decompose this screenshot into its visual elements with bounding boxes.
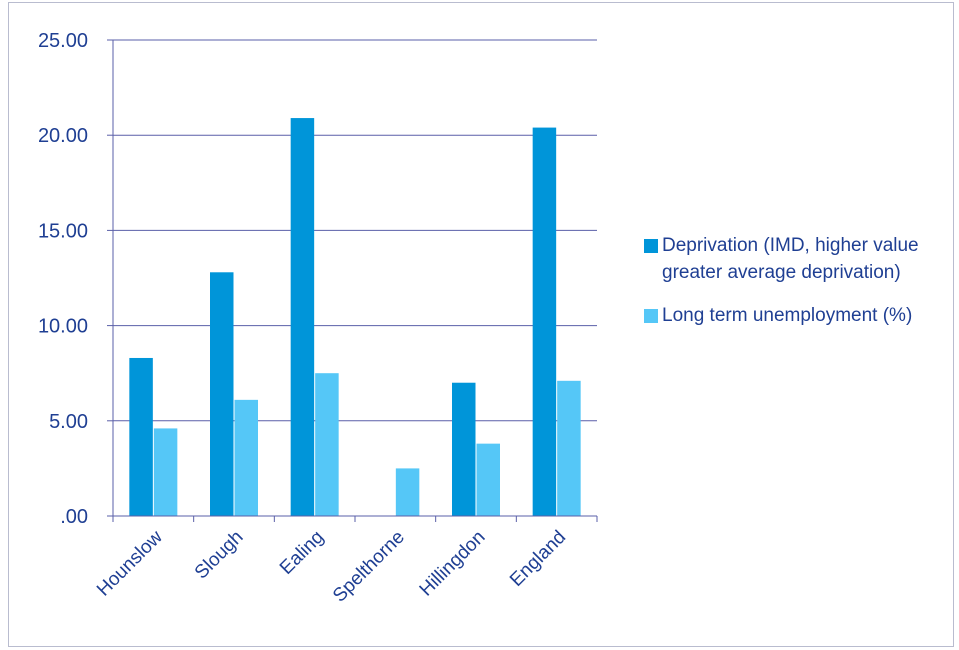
legend-label-deprivation: Deprivation (IMD, higher value greater a…: [662, 235, 919, 283]
bar-deprivation-hillingdon: [452, 382, 476, 516]
bar-marks: [129, 118, 581, 517]
y-tick-label: 15.00: [38, 220, 88, 242]
legend-item-unemployment: Long term unemployment (%): [644, 302, 944, 329]
bar-unemployment-slough: [234, 399, 258, 516]
bar-deprivation-hounslow: [129, 357, 153, 516]
x-category-label: Ealing: [276, 527, 328, 579]
y-tick-label: 25.00: [38, 30, 88, 52]
legend-label-unemployment: Long term unemployment (%): [662, 305, 913, 326]
bar-deprivation-england: [532, 127, 557, 517]
x-category-label: England: [506, 527, 570, 591]
legend: Deprivation (IMD, higher value greater a…: [644, 232, 944, 345]
axes: [112, 40, 598, 522]
bar-unemployment-ealing: [315, 373, 339, 516]
y-axis-tick-labels: .00 5.00 10.00 15.00 20.00 25.00: [38, 30, 88, 528]
bar-unemployment-spelthorne: [395, 468, 420, 516]
x-category-label: Spelthorne: [329, 527, 409, 607]
y-tick-label: 20.00: [38, 125, 88, 147]
bar-deprivation-slough: [210, 272, 234, 516]
y-tick-label: 10.00: [38, 316, 88, 338]
x-axis-category-labels: Hounslow Slough Ealing Spelthorne Hillingdon…: [93, 526, 570, 606]
bar-unemployment-hounslow: [153, 428, 178, 516]
x-category-label: Hounslow: [93, 526, 167, 600]
chart-frame: [8, 2, 954, 647]
y-tick-label: 5.00: [49, 411, 88, 433]
x-category-label: Hillingdon: [416, 527, 490, 601]
gridlines: [107, 39, 597, 517]
legend-swatch-unemployment: [644, 309, 658, 323]
y-tick-label: .00: [60, 506, 88, 528]
bar-unemployment-england: [557, 380, 581, 516]
x-category-label: Slough: [191, 527, 248, 584]
bar-unemployment-hillingdon: [476, 443, 500, 516]
legend-swatch-deprivation: [644, 239, 658, 253]
legend-item-deprivation: Deprivation (IMD, higher value greater a…: [644, 232, 944, 286]
bar-deprivation-ealing: [290, 118, 315, 517]
